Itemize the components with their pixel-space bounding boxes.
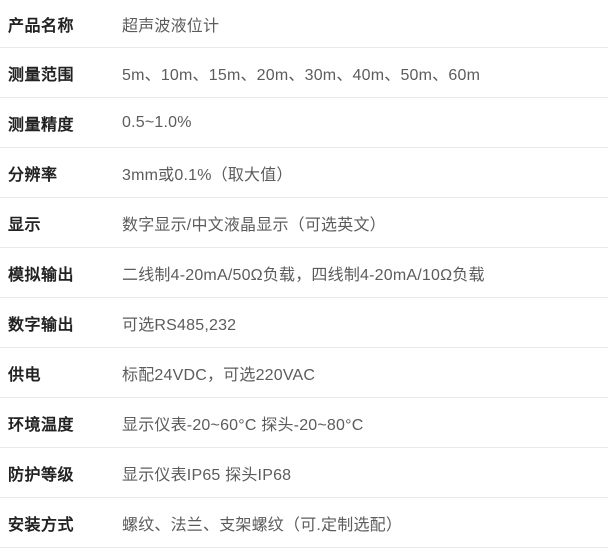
spec-row: 安装方式 螺纹、法兰、支架螺纹（可.定制选配） [0,498,608,548]
spec-row: 分辨率 3mm或0.1%（取大值） [0,148,608,198]
spec-row-label: 防护等级 [8,466,75,484]
spec-row-label: 产品名称 [8,17,75,35]
spec-row: 供电 标配24VDC，可选220VAC [0,348,608,398]
spec-row: 测量精度 0.5~1.0% [0,98,608,148]
spec-row: 产品名称 超声波液位计 [0,0,608,48]
spec-row-value: 5m、10m、15m、20m、30m、40m、50m、60m [122,66,481,84]
spec-row-value: 显示仪表-20~60°C 探头-20~80°C [122,416,364,434]
spec-row: 数字输出 可选RS485,232 [0,298,608,348]
spec-row-value: 0.5~1.0% [122,113,192,131]
spec-row-label: 测量精度 [8,116,75,134]
spec-row-value: 数字显示/中文液晶显示（可选英文） [122,216,386,234]
spec-row-label: 分辨率 [8,166,58,184]
spec-row-value: 二线制4-20mA/50Ω负载，四线制4-20mA/10Ω负载 [122,266,485,284]
spec-row-label: 测量范围 [8,66,75,84]
spec-row-label: 安装方式 [8,516,75,534]
spec-row: 防护等级 显示仪表IP65 探头IP68 [0,448,608,498]
spec-row-label: 显示 [8,216,42,234]
spec-row-label: 模拟输出 [8,266,75,284]
spec-row: 环境温度 显示仪表-20~60°C 探头-20~80°C [0,398,608,448]
spec-row-label: 供电 [8,366,42,384]
spec-row-value: 可选RS485,232 [122,316,237,334]
spec-row: 测量范围 5m、10m、15m、20m、30m、40m、50m、60m [0,48,608,98]
spec-row-value: 超声波液位计 [122,17,220,35]
spec-row: 显示 数字显示/中文液晶显示（可选英文） [0,198,608,248]
spec-row-value: 螺纹、法兰、支架螺纹（可.定制选配） [122,516,403,534]
spec-row-label: 数字输出 [8,316,75,334]
spec-row-label: 环境温度 [8,416,75,434]
spec-row-value: 3mm或0.1%（取大值） [122,166,293,184]
spec-row-value: 标配24VDC，可选220VAC [122,366,316,384]
spec-row: 模拟输出 二线制4-20mA/50Ω负载，四线制4-20mA/10Ω负载 [0,248,608,298]
spec-row-value: 显示仪表IP65 探头IP68 [122,466,292,484]
